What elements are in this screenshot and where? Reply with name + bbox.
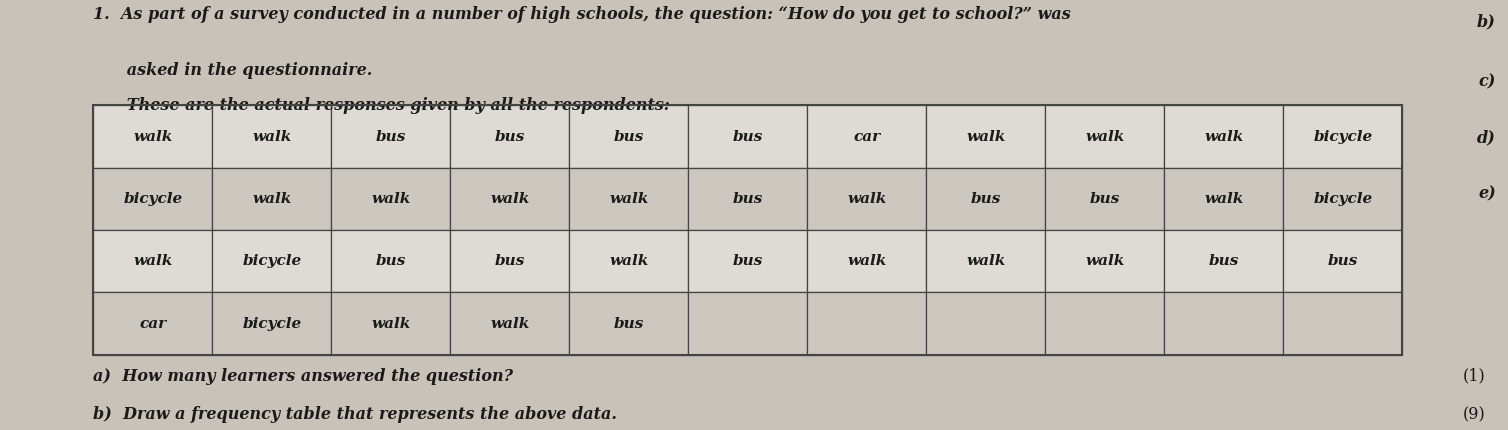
Bar — [926, 230, 1045, 292]
Text: bicycle: bicycle — [243, 254, 302, 268]
Bar — [1045, 230, 1164, 292]
Text: asked in the questionnaire.: asked in the questionnaire. — [93, 62, 372, 80]
Text: bus: bus — [733, 129, 763, 144]
Bar — [689, 292, 807, 355]
Text: walk: walk — [490, 192, 529, 206]
Bar — [93, 230, 213, 292]
Text: walk: walk — [967, 254, 1006, 268]
Text: walk: walk — [847, 192, 887, 206]
Text: These are the actual responses given by all the respondents:: These are the actual responses given by … — [93, 97, 670, 114]
Text: walk: walk — [1086, 129, 1125, 144]
Bar — [332, 292, 451, 355]
Bar — [451, 292, 570, 355]
Bar — [332, 230, 451, 292]
Text: walk: walk — [133, 129, 173, 144]
Bar — [570, 230, 689, 292]
Text: bicycle: bicycle — [1313, 192, 1372, 206]
Text: walk: walk — [371, 316, 410, 331]
Text: walk: walk — [847, 254, 887, 268]
Text: d): d) — [1476, 129, 1496, 146]
Text: bus: bus — [614, 316, 644, 331]
Bar — [926, 105, 1045, 168]
Bar — [1045, 292, 1164, 355]
Text: walk: walk — [1086, 254, 1125, 268]
Bar — [807, 292, 926, 355]
Text: bus: bus — [375, 129, 406, 144]
Bar — [926, 292, 1045, 355]
Text: a)  How many learners answered the question?: a) How many learners answered the questi… — [93, 368, 514, 385]
Bar — [807, 168, 926, 230]
Bar — [93, 105, 213, 168]
Bar — [807, 230, 926, 292]
Bar — [570, 168, 689, 230]
Bar — [93, 105, 1402, 355]
Text: e): e) — [1478, 185, 1496, 202]
Text: 1.  As part of a survey conducted in a number of high schools, the question: “Ho: 1. As part of a survey conducted in a nu… — [93, 6, 1071, 24]
Bar — [1283, 168, 1402, 230]
Bar — [570, 292, 689, 355]
Bar — [1283, 105, 1402, 168]
Text: b): b) — [1476, 13, 1496, 30]
Text: walk: walk — [133, 254, 173, 268]
Text: walk: walk — [490, 316, 529, 331]
Text: bicycle: bicycle — [1313, 129, 1372, 144]
Text: (9): (9) — [1463, 406, 1485, 424]
Text: bicycle: bicycle — [124, 192, 182, 206]
Bar — [1164, 230, 1283, 292]
Text: bus: bus — [1090, 192, 1120, 206]
Bar — [570, 105, 689, 168]
Text: walk: walk — [609, 254, 648, 268]
Text: (1): (1) — [1463, 368, 1485, 385]
Bar — [332, 105, 451, 168]
Bar — [1164, 105, 1283, 168]
Text: bus: bus — [614, 129, 644, 144]
Bar — [213, 230, 332, 292]
Text: bus: bus — [971, 192, 1001, 206]
Text: walk: walk — [967, 129, 1006, 144]
Bar — [689, 168, 807, 230]
Text: bus: bus — [495, 254, 525, 268]
Bar — [1283, 230, 1402, 292]
Text: walk: walk — [252, 192, 291, 206]
Text: walk: walk — [609, 192, 648, 206]
Text: walk: walk — [1205, 129, 1244, 144]
Text: bus: bus — [495, 129, 525, 144]
Bar — [451, 230, 570, 292]
Text: bus: bus — [733, 254, 763, 268]
Text: c): c) — [1478, 73, 1496, 90]
Bar — [1045, 105, 1164, 168]
Text: walk: walk — [252, 129, 291, 144]
Bar — [451, 168, 570, 230]
Text: car: car — [854, 129, 881, 144]
Bar — [689, 230, 807, 292]
Bar — [93, 168, 213, 230]
Bar — [807, 105, 926, 168]
Bar — [1283, 292, 1402, 355]
Text: bus: bus — [375, 254, 406, 268]
Bar — [213, 292, 332, 355]
Bar — [926, 168, 1045, 230]
Text: bus: bus — [733, 192, 763, 206]
Text: b)  Draw a frequency table that represents the above data.: b) Draw a frequency table that represent… — [93, 406, 617, 424]
Bar — [213, 168, 332, 230]
Bar — [1164, 292, 1283, 355]
Text: car: car — [139, 316, 166, 331]
Text: walk: walk — [371, 192, 410, 206]
Text: walk: walk — [1205, 192, 1244, 206]
Text: bus: bus — [1209, 254, 1240, 268]
Bar — [332, 168, 451, 230]
Bar — [93, 292, 213, 355]
Text: bicycle: bicycle — [243, 316, 302, 331]
Bar — [1045, 168, 1164, 230]
Bar — [213, 105, 332, 168]
Text: bus: bus — [1327, 254, 1359, 268]
Bar — [1164, 168, 1283, 230]
Bar — [689, 105, 807, 168]
Bar — [451, 105, 570, 168]
